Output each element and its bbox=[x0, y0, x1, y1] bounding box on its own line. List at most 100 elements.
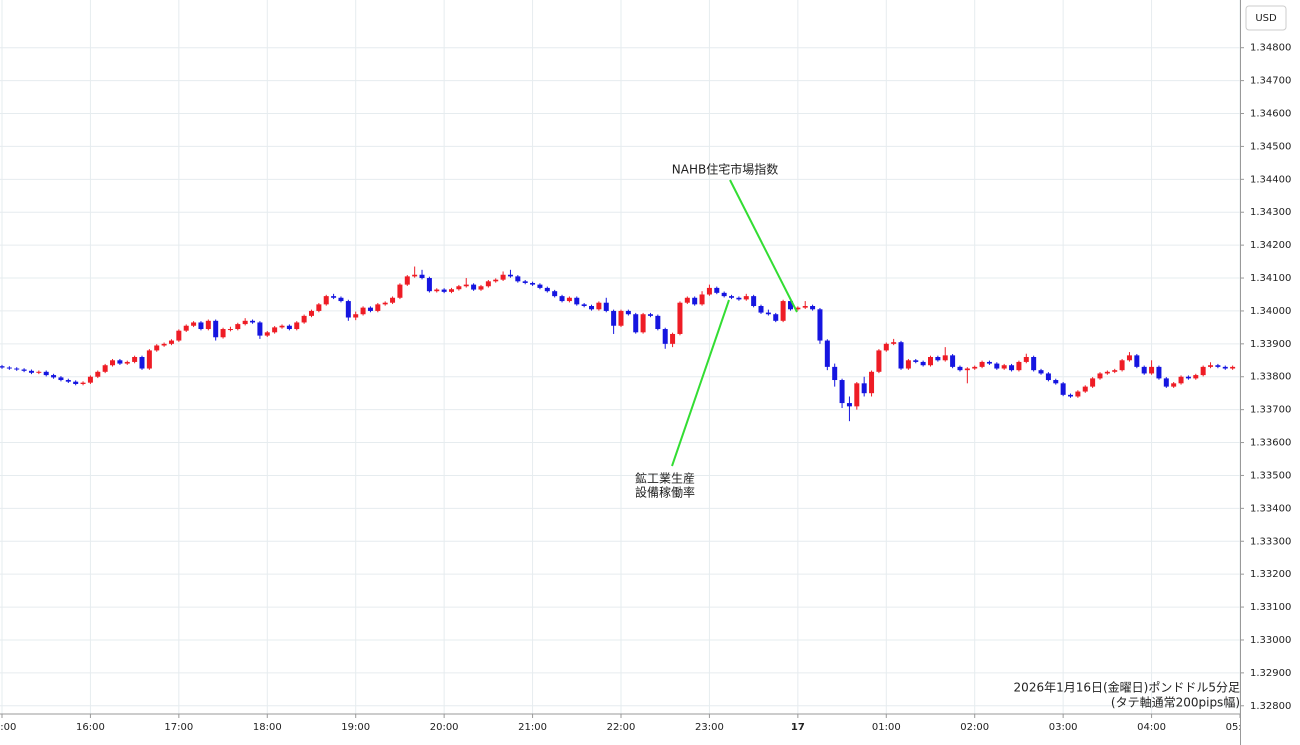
candle-body bbox=[721, 292, 727, 297]
candle-body bbox=[552, 291, 558, 297]
x-tick-label: 03:00 bbox=[1049, 722, 1078, 733]
candle-body bbox=[220, 329, 226, 338]
candle-body bbox=[338, 297, 344, 302]
candle-body bbox=[861, 383, 867, 394]
candle-body bbox=[500, 274, 506, 280]
candle-body bbox=[279, 325, 285, 328]
candle-body bbox=[146, 350, 152, 369]
candle-body bbox=[65, 380, 71, 382]
candle-body bbox=[1060, 383, 1066, 395]
candle-body bbox=[574, 297, 580, 305]
candle-body bbox=[846, 403, 852, 407]
candle-body bbox=[323, 296, 329, 305]
candle-body bbox=[441, 289, 447, 292]
candle-body bbox=[73, 381, 79, 384]
candle-body bbox=[471, 284, 477, 290]
x-tick-label: 18:00 bbox=[253, 722, 282, 733]
candle-body bbox=[176, 330, 182, 341]
candle-body bbox=[927, 357, 933, 366]
candle-body bbox=[751, 296, 757, 306]
candle-body bbox=[869, 371, 875, 394]
candle-body bbox=[706, 287, 712, 295]
x-axis-labels: 15:00 16:00 17:00 18:00 19:00 20:00 21:00 22:00… bbox=[0, 714, 1255, 733]
candle-body bbox=[478, 286, 484, 290]
caption: (タテ軸通常200pips幅) bbox=[1111, 695, 1240, 710]
candle-body bbox=[316, 304, 322, 311]
candle-body bbox=[375, 304, 381, 311]
candle-body bbox=[647, 314, 653, 316]
candle-body bbox=[308, 310, 314, 316]
candle-body bbox=[913, 360, 919, 362]
candle-body bbox=[817, 309, 823, 341]
candle-body bbox=[883, 343, 889, 351]
candle-body bbox=[530, 282, 536, 285]
candle-body bbox=[876, 350, 882, 372]
candle-body bbox=[117, 360, 123, 364]
candle-body bbox=[1222, 366, 1228, 369]
candle-body bbox=[360, 307, 366, 315]
candle-body bbox=[957, 366, 963, 371]
candle-body bbox=[950, 355, 956, 367]
candle-body bbox=[95, 371, 101, 377]
x-tick-label: 04:00 bbox=[1137, 722, 1166, 733]
candle-body bbox=[905, 360, 911, 369]
candle-body bbox=[758, 306, 764, 313]
y-tick-label: 1.33200 bbox=[1250, 569, 1291, 580]
candle-body bbox=[1208, 365, 1214, 367]
candle-body bbox=[80, 382, 86, 384]
y-tick-label: 1.33100 bbox=[1250, 602, 1291, 613]
x-tick-label: 01:00 bbox=[872, 722, 901, 733]
candle-body bbox=[301, 315, 307, 323]
candle-body bbox=[124, 361, 130, 364]
candle-body bbox=[832, 366, 838, 381]
candle-body bbox=[507, 274, 513, 277]
y-tick-label: 1.34500 bbox=[1250, 141, 1291, 152]
candle-body bbox=[1193, 375, 1199, 379]
candle-body bbox=[1023, 357, 1029, 362]
candle-body bbox=[390, 297, 396, 303]
candle-body bbox=[213, 320, 219, 338]
candle-body bbox=[139, 357, 145, 369]
candle-body bbox=[1185, 376, 1191, 379]
x-tick-label: 05:00 bbox=[1226, 722, 1255, 733]
y-tick-label: 1.33400 bbox=[1250, 503, 1291, 514]
y-tick-label: 1.32900 bbox=[1250, 668, 1291, 679]
currency-label: USD bbox=[1255, 13, 1277, 24]
candle-body bbox=[1141, 366, 1147, 374]
candle-body bbox=[198, 322, 204, 330]
candle-body bbox=[589, 306, 595, 310]
y-tick-label: 1.33700 bbox=[1250, 405, 1291, 416]
candle-body bbox=[1230, 366, 1236, 369]
candle-body bbox=[154, 345, 160, 351]
candle-body bbox=[397, 284, 403, 298]
y-tick-label: 1.33300 bbox=[1250, 536, 1291, 547]
annotation-label: 設備稼働率 bbox=[635, 485, 695, 500]
candle-body bbox=[729, 296, 735, 298]
candle-body bbox=[942, 355, 948, 361]
candle-body bbox=[463, 284, 469, 287]
candle-body bbox=[1215, 365, 1221, 367]
x-tick-label: 16:00 bbox=[76, 722, 105, 733]
y-tick-label: 1.34600 bbox=[1250, 109, 1291, 120]
candle-body bbox=[367, 307, 373, 311]
candle-body bbox=[0, 366, 5, 368]
candle-body bbox=[1178, 376, 1184, 384]
candle-body bbox=[972, 366, 978, 369]
candle-body bbox=[1126, 355, 1132, 361]
candle-body bbox=[854, 383, 860, 407]
annotation-line bbox=[729, 179, 798, 313]
candle-body bbox=[611, 310, 617, 326]
candle-body bbox=[566, 297, 572, 302]
candle-body bbox=[1171, 383, 1177, 387]
candle-body bbox=[662, 329, 668, 344]
annotation-label: 鉱工業生産 bbox=[635, 471, 695, 486]
candle-body bbox=[596, 302, 602, 310]
candle-body bbox=[603, 302, 609, 311]
candle-body bbox=[191, 322, 197, 326]
candle-body bbox=[655, 315, 661, 330]
x-tick-label: 17 bbox=[791, 722, 805, 733]
y-tick-label: 1.34400 bbox=[1250, 174, 1291, 185]
candle-body bbox=[205, 320, 211, 330]
x-tick-label: 23:00 bbox=[695, 722, 724, 733]
